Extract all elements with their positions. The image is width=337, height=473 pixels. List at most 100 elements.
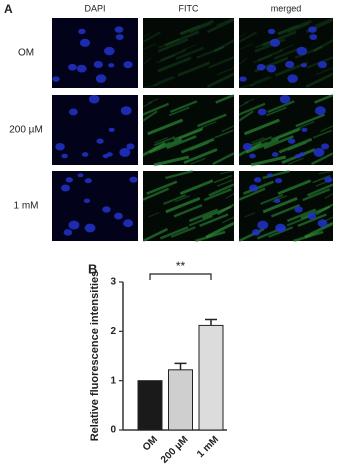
fiber <box>147 98 159 104</box>
nucleus <box>271 152 279 157</box>
fiber <box>276 24 298 35</box>
nucleus <box>68 63 77 71</box>
fiber <box>148 212 160 218</box>
nucleus <box>102 206 111 213</box>
fiber <box>324 193 334 199</box>
fiber <box>173 126 204 142</box>
fiber <box>320 125 334 133</box>
fiber <box>159 226 189 240</box>
nucleus <box>77 173 84 178</box>
fiber <box>302 188 331 202</box>
fiber <box>286 208 317 223</box>
fiber <box>315 67 334 76</box>
fiber <box>279 43 295 52</box>
row-label: 1 mM <box>14 201 39 212</box>
fiber <box>179 179 214 195</box>
fiber <box>214 129 234 139</box>
fiber <box>263 135 294 150</box>
fiber <box>225 193 235 199</box>
micrograph <box>143 18 234 88</box>
fiber <box>156 75 173 84</box>
nucleus <box>106 152 113 157</box>
fiber <box>238 31 258 43</box>
nucleus <box>313 147 325 157</box>
fiber <box>243 180 274 195</box>
fiber <box>142 101 153 108</box>
fiber <box>164 30 200 47</box>
fiber <box>238 102 266 116</box>
nucleus <box>123 219 133 228</box>
nucleus <box>55 142 65 151</box>
fiber <box>216 179 233 187</box>
fiber <box>215 17 235 27</box>
fiber <box>147 118 184 136</box>
nucleus <box>129 176 138 183</box>
fiber <box>201 120 217 129</box>
nucleus <box>84 178 92 184</box>
nucleus <box>84 223 96 233</box>
fiber <box>238 57 248 65</box>
fiber <box>206 72 235 89</box>
significance-label: ** <box>176 259 186 273</box>
nucleus <box>317 219 328 228</box>
fiber <box>271 203 300 218</box>
fiber <box>221 125 235 133</box>
fiber <box>299 120 315 129</box>
fiber <box>212 152 235 166</box>
nucleus <box>239 76 247 82</box>
fiber <box>156 54 176 64</box>
fiber <box>194 230 226 243</box>
nucleus <box>114 212 123 220</box>
fiber <box>266 106 287 117</box>
fiber <box>142 187 170 201</box>
fiber <box>278 137 313 154</box>
fiber <box>273 46 302 60</box>
nucleus <box>248 184 259 192</box>
row-label: OM <box>18 48 34 59</box>
nucleus <box>275 223 286 233</box>
fiber <box>294 45 323 59</box>
nucleus <box>52 76 60 82</box>
fiber <box>238 32 247 39</box>
fiber <box>221 216 235 224</box>
bar <box>137 380 163 431</box>
fiber <box>318 170 333 175</box>
fiber <box>249 76 273 87</box>
fiber <box>216 67 235 76</box>
fiber <box>262 169 291 180</box>
fiber <box>297 213 327 227</box>
fiber <box>250 155 287 167</box>
fiber <box>142 32 151 39</box>
nucleus <box>269 38 281 47</box>
nucleus <box>321 143 330 150</box>
nucleus <box>296 46 308 56</box>
fiber <box>315 203 334 216</box>
fiber <box>199 213 229 227</box>
nucleus <box>115 34 124 40</box>
y-tick-label: 3 <box>110 277 116 288</box>
fiber <box>262 196 298 214</box>
fiber <box>177 61 211 77</box>
fiber <box>173 203 203 218</box>
fiber <box>163 194 187 205</box>
nucleus <box>308 26 317 33</box>
nucleus <box>96 138 104 144</box>
nucleus <box>88 94 100 104</box>
nucleus <box>267 28 276 35</box>
fiber <box>142 102 170 116</box>
nucleus <box>65 177 73 183</box>
y-tick-label: 2 <box>110 326 116 337</box>
fiber <box>213 174 232 184</box>
fiber <box>202 205 232 220</box>
nucleus <box>279 94 291 104</box>
fiber <box>179 19 215 36</box>
nucleus <box>317 61 328 69</box>
nucleus <box>61 184 71 192</box>
fiber <box>277 179 312 195</box>
fiber <box>142 31 161 43</box>
fiber <box>153 155 190 167</box>
fiber <box>311 152 334 166</box>
fiber <box>196 45 225 59</box>
fiber <box>288 157 304 165</box>
fiber <box>216 203 235 216</box>
